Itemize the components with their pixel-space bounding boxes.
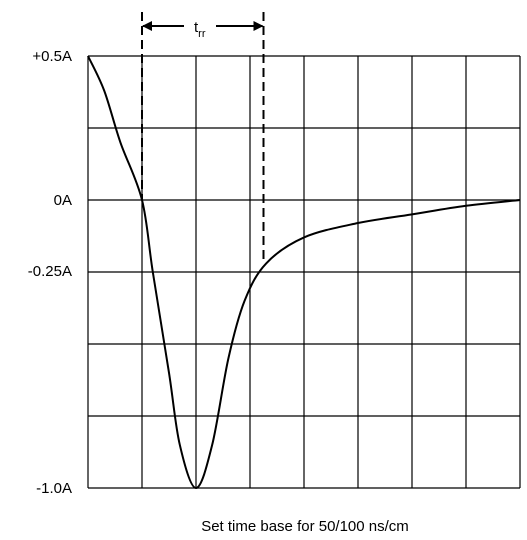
trr-label: trr — [194, 19, 206, 40]
y-axis-labels: +0.5A 0A -0.25A -1.0A — [28, 48, 72, 497]
graticule-grid — [87, 55, 521, 489]
y-label-plus-0.5a: +0.5A — [32, 48, 72, 65]
y-label-0a: 0A — [54, 192, 72, 209]
recovery-current-waveform — [87, 55, 521, 490]
time-base-caption: Set time base for 50/100 ns/cm — [201, 518, 409, 535]
y-label-minus-0.25a: -0.25A — [28, 263, 72, 280]
y-label-minus-1.0a: -1.0A — [36, 480, 72, 497]
